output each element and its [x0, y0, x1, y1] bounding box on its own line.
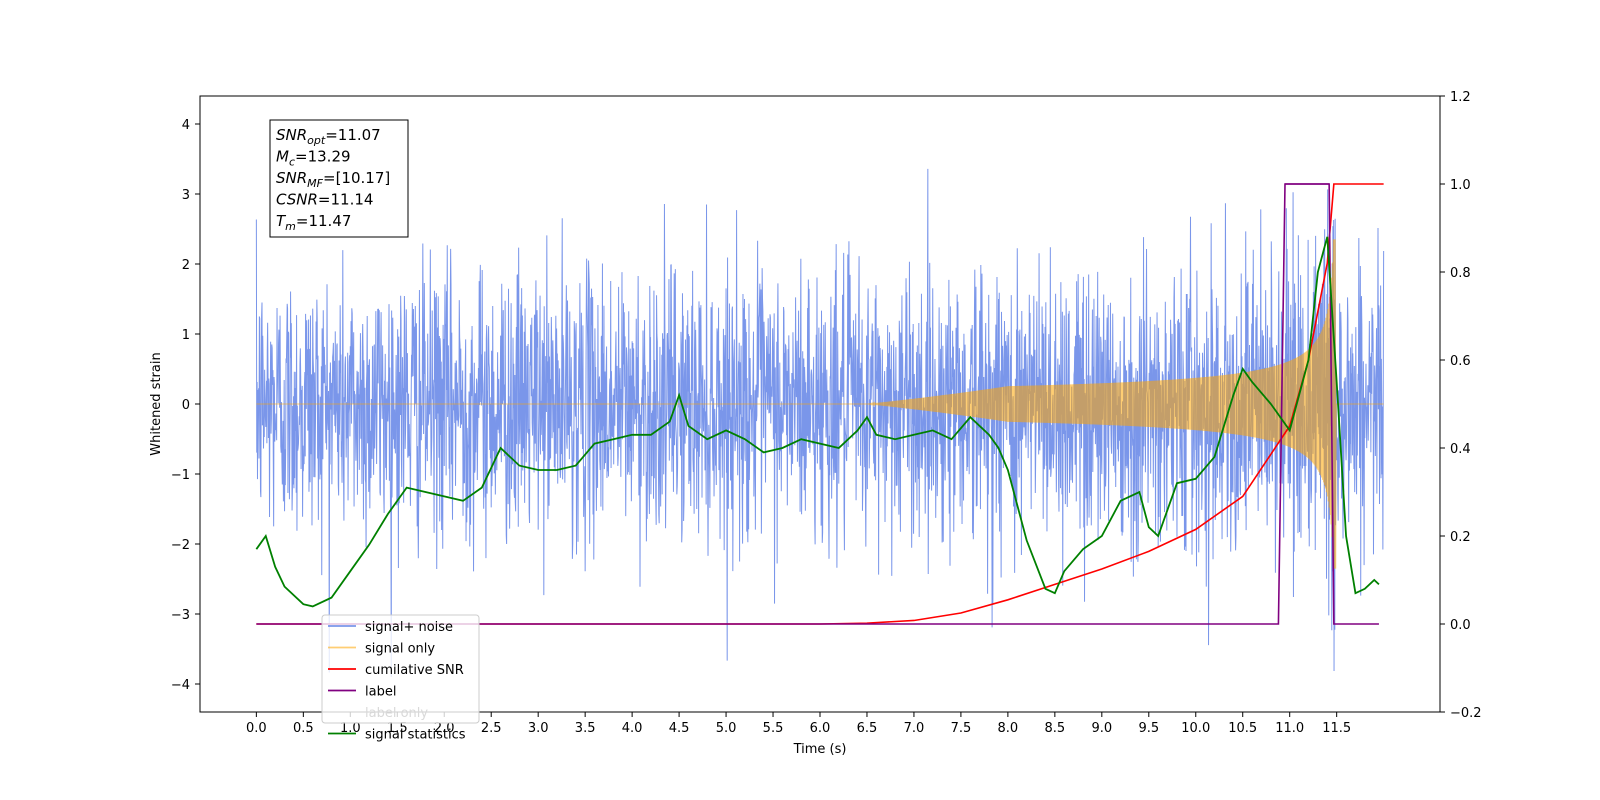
- annotation-line: SNRopt=11.07: [276, 126, 381, 147]
- x-tick-label: 9.5: [1138, 721, 1159, 736]
- x-tick-label: 5.5: [763, 721, 784, 736]
- x-tick-label: 2.5: [481, 721, 502, 736]
- y-tick-label: −4: [171, 678, 190, 693]
- x-tick-label: 9.0: [1091, 721, 1112, 736]
- annotation-value: =[10.17]: [323, 169, 390, 187]
- y2-tick-label: 0.6: [1450, 354, 1471, 369]
- legend-label: label only: [365, 706, 428, 721]
- x-tick-label: 1.0: [340, 721, 361, 736]
- x-tick-label: 0.0: [246, 721, 267, 736]
- y-tick-label: 2: [182, 258, 190, 273]
- y-tick-label: −2: [171, 538, 190, 553]
- x-tick-label: 5.0: [716, 721, 737, 736]
- y-tick-label: 1: [182, 328, 190, 343]
- x-tick-label: 6.5: [857, 721, 878, 736]
- legend-label: cumilative SNR: [365, 663, 464, 678]
- y-tick-label: 4: [182, 118, 190, 133]
- x-tick-label: 0.5: [293, 721, 314, 736]
- x-tick-label: 10.0: [1181, 721, 1210, 736]
- y-tick-label: −3: [171, 608, 190, 623]
- series-layer: [255, 168, 1385, 678]
- x-axis-label: Time (s): [793, 742, 847, 757]
- annotation-subscript: m: [285, 220, 296, 233]
- y2-tick-label: 0.8: [1450, 266, 1471, 281]
- series-signal-noise: [255, 168, 1385, 678]
- y-tick-label: 3: [182, 188, 190, 203]
- x-tick-label: 3.0: [528, 721, 549, 736]
- annotation-line: Tm=11.47: [276, 212, 351, 233]
- x-tick-label: 2.0: [434, 721, 455, 736]
- y2-tick-label: 1.2: [1450, 90, 1471, 105]
- legend-label: signal+ noise: [365, 620, 453, 635]
- annotation-line: SNRMF=[10.17]: [276, 169, 390, 190]
- series-signal-only: [256, 239, 1384, 569]
- annotation-symbol: CSNR: [276, 191, 318, 209]
- annotation-line: Mc=13.29: [276, 148, 351, 169]
- annotation-subscript: opt: [307, 134, 326, 147]
- x-tick-label: 8.5: [1045, 721, 1066, 736]
- y2-tick-label: 1.0: [1450, 178, 1471, 193]
- annotation-symbol: T: [276, 212, 287, 230]
- x-tick-label: 7.0: [904, 721, 925, 736]
- x-tick-label: 6.0: [810, 721, 831, 736]
- legend-frame: [321, 614, 480, 724]
- y2-tick-label: 0.4: [1450, 442, 1471, 457]
- annotation-value: =11.47: [296, 212, 352, 230]
- x-tick-label: 7.5: [951, 721, 972, 736]
- y-tick-label: 0: [182, 398, 190, 413]
- x-tick-label: 11.0: [1275, 721, 1304, 736]
- x-tick-label: 10.5: [1228, 721, 1257, 736]
- annotation-frame: [269, 119, 409, 238]
- legend-label: signal statistics: [365, 728, 466, 743]
- annotation-value: =13.29: [295, 148, 351, 166]
- annotation-subscript: MF: [307, 177, 323, 190]
- annotation-line: CSNR=11.14: [276, 191, 373, 209]
- y-axis-right: −0.2 0.0 0.2 0.4 0.6 0.8 1.0 1.2: [1440, 90, 1482, 721]
- x-tick-label: 4.5: [669, 721, 690, 736]
- annotation-symbol: SNR: [276, 126, 307, 144]
- y-axis-label: Whitened strain: [149, 352, 164, 455]
- y2-tick-label: 0.0: [1450, 618, 1471, 633]
- x-axis: 0.0 0.5 1.0 1.5 2.0 2.5 3.0 3.5 4.0 4.5 5.0 5.5 6.0 6…: [246, 712, 1351, 736]
- x-tick-label: 11.5: [1322, 721, 1351, 736]
- annotation-symbol: SNR: [276, 169, 307, 187]
- y-tick-label: −1: [171, 468, 190, 483]
- y2-tick-label: 0.2: [1450, 530, 1471, 545]
- legend-label: label: [365, 685, 396, 700]
- y2-tick-label: −0.2: [1450, 706, 1482, 721]
- legend: signal+ noise signal only cumilative SNR la…: [321, 614, 480, 743]
- annotation-value: =11.07: [325, 126, 381, 144]
- annotation-value: =11.14: [318, 191, 374, 209]
- y-axis-left: −4 −3 −2 −1 0 1 2 3 4: [171, 118, 200, 693]
- x-tick-label: 8.0: [998, 721, 1019, 736]
- annotation-subscript: c: [289, 156, 295, 169]
- series-signal-statistics: [255, 236, 1380, 608]
- x-tick-label: 3.5: [575, 721, 596, 736]
- annotation-symbol: M: [276, 148, 289, 166]
- x-tick-label: 1.5: [387, 721, 408, 736]
- x-tick-label: 4.0: [622, 721, 643, 736]
- legend-label: signal only: [365, 642, 435, 657]
- annotation-box: SNRopt=11.07Mc=13.29SNRMF=[10.17]CSNR=11…: [269, 119, 409, 238]
- series-cumulative-snr: [256, 183, 1384, 625]
